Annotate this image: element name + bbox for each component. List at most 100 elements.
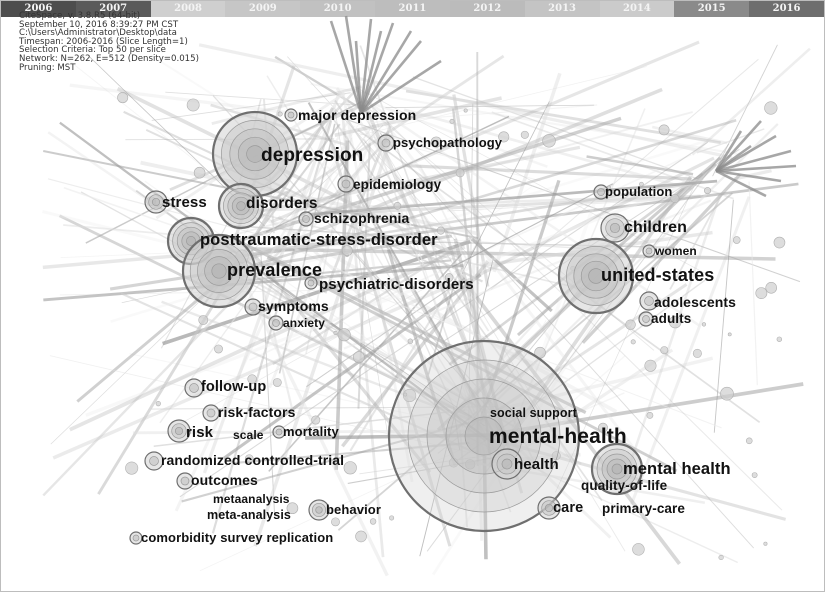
network-edge: [482, 455, 488, 560]
network-edge: [266, 255, 678, 473]
network-node-minor: [669, 315, 682, 329]
keyword-label-prevalence[interactable]: prevalence: [227, 259, 323, 280]
node-major-depression[interactable]: [284, 108, 298, 122]
keyword-label-mental-health-hyphen[interactable]: mental-health: [489, 424, 627, 448]
node-comorbidity[interactable]: [129, 531, 143, 545]
node-prevalence[interactable]: [181, 233, 257, 309]
keyword-label-risk-factors[interactable]: risk-factors: [218, 404, 296, 421]
network-node-minor: [720, 386, 734, 401]
node-women[interactable]: [642, 244, 656, 258]
keyword-label-meta-analysis[interactable]: meta-analysis: [207, 508, 291, 523]
node-psychopathology[interactable]: [377, 134, 395, 152]
node-united-states[interactable]: [557, 237, 635, 315]
keyword-label-stress[interactable]: stress: [162, 193, 207, 211]
keyword-label-behavior[interactable]: behavior: [326, 501, 381, 517]
timeline-bar: 2006 2007 2008 2009 2010 2011 2012 2013 2014 2015…: [1, 1, 824, 17]
node-psychiatric-disorders[interactable]: [304, 276, 318, 290]
network-edge: [715, 164, 797, 173]
node-adults[interactable]: [638, 311, 654, 327]
network-edge: [268, 131, 375, 389]
network-node-minor: [498, 131, 510, 143]
node-ring: [644, 296, 654, 306]
network-node-minor: [704, 187, 712, 195]
keyword-label-women[interactable]: women: [655, 243, 697, 258]
keyword-label-adults[interactable]: adults: [651, 310, 692, 326]
node-behavior[interactable]: [308, 499, 330, 521]
keyword-label-anxiety[interactable]: anxiety: [283, 315, 326, 330]
keyword-label-schizophrenia[interactable]: schizophrenia: [314, 210, 410, 227]
node-children[interactable]: [600, 213, 630, 243]
node-care[interactable]: [537, 496, 561, 520]
keyword-label-comorbidity[interactable]: comorbidity survey replication: [141, 529, 334, 545]
node-layer: [117, 92, 786, 561]
node-ring: [149, 456, 159, 466]
keyword-label-risk[interactable]: risk: [186, 423, 214, 441]
network-edge: [404, 163, 692, 181]
network-edge: [492, 72, 562, 273]
keyword-label-quality-of-life[interactable]: quality-of-life: [581, 477, 668, 493]
keyword-label-rct[interactable]: randomized controlled-trial: [161, 452, 345, 469]
network-edge: [199, 428, 506, 572]
keyword-label-epidemiology[interactable]: epidemiology: [353, 176, 442, 192]
keyword-label-primary-care[interactable]: primary-care: [602, 500, 685, 516]
network-edge: [358, 66, 647, 136]
network-node-minor: [455, 168, 465, 178]
node-risk-factors[interactable]: [202, 404, 220, 422]
node-ring: [609, 222, 621, 234]
network-edge: [248, 119, 737, 268]
network-node-minor: [341, 245, 353, 257]
network-edge: [412, 76, 699, 180]
node-mental-health[interactable]: [590, 442, 644, 496]
keyword-label-follow-up[interactable]: follow-up: [201, 379, 267, 395]
network-edge: [748, 181, 758, 386]
network-edge: [357, 143, 371, 409]
node-outcomes[interactable]: [176, 472, 194, 490]
network-node-minor: [727, 332, 732, 337]
network-node-minor: [701, 322, 707, 327]
network-edge: [174, 125, 355, 512]
network-edge: [85, 177, 704, 417]
keyword-label-outcomes[interactable]: outcomes: [191, 472, 258, 489]
keyword-label-symptoms[interactable]: symptoms: [258, 298, 329, 315]
node-ring: [174, 426, 184, 436]
node-depression[interactable]: [211, 110, 299, 198]
node-mental-health-hyphen[interactable]: [387, 339, 581, 533]
keyword-label-scale[interactable]: scale: [233, 427, 264, 442]
node-disorders[interactable]: [217, 182, 265, 230]
keyword-label-psychopathology[interactable]: psychopathology: [393, 134, 503, 150]
network-edge: [508, 410, 535, 461]
keyword-label-depression[interactable]: depression: [261, 145, 364, 167]
keyword-label-adolescents[interactable]: adolescents: [654, 294, 737, 311]
network-edge: [343, 132, 424, 268]
keyword-label-social-support[interactable]: social support: [490, 406, 577, 421]
node-mortality[interactable]: [272, 425, 286, 439]
network-edge: [447, 198, 693, 212]
node-schizophrenia[interactable]: [298, 211, 314, 227]
network-edge: [470, 237, 553, 313]
network-edge: [165, 91, 367, 107]
keyword-label-children[interactable]: children: [624, 219, 688, 237]
keyword-label-ptsd[interactable]: posttraumatic-stress-disorder: [200, 230, 438, 249]
node-adolescents[interactable]: [639, 291, 659, 311]
node-risk[interactable]: [167, 419, 191, 443]
node-follow-up[interactable]: [184, 378, 204, 398]
keyword-label-mental-health[interactable]: mental health: [623, 459, 731, 478]
network-edge: [481, 356, 714, 416]
network-edge: [354, 86, 708, 275]
keyword-label-health[interactable]: health: [514, 455, 559, 473]
keyword-label-population[interactable]: population: [605, 183, 673, 199]
keyword-label-mortality[interactable]: mortality: [283, 423, 339, 439]
keyword-label-united-states[interactable]: united-states: [601, 264, 715, 285]
node-stress[interactable]: [144, 190, 168, 214]
node-rct[interactable]: [144, 451, 164, 471]
keyword-label-metaanalysis[interactable]: metaanalysis: [213, 491, 290, 506]
node-population[interactable]: [593, 184, 609, 200]
keyword-label-care[interactable]: care: [553, 500, 584, 516]
node-anxiety[interactable]: [268, 315, 284, 331]
keyword-label-major-depression[interactable]: major depression: [298, 107, 417, 124]
node-symptoms[interactable]: [244, 298, 262, 316]
node-health[interactable]: [491, 448, 523, 480]
node-epidemiology[interactable]: [337, 175, 355, 193]
keyword-label-psychiatric-disorders[interactable]: psychiatric-disorders: [319, 275, 474, 293]
keyword-label-disorders[interactable]: disorders: [246, 195, 318, 213]
